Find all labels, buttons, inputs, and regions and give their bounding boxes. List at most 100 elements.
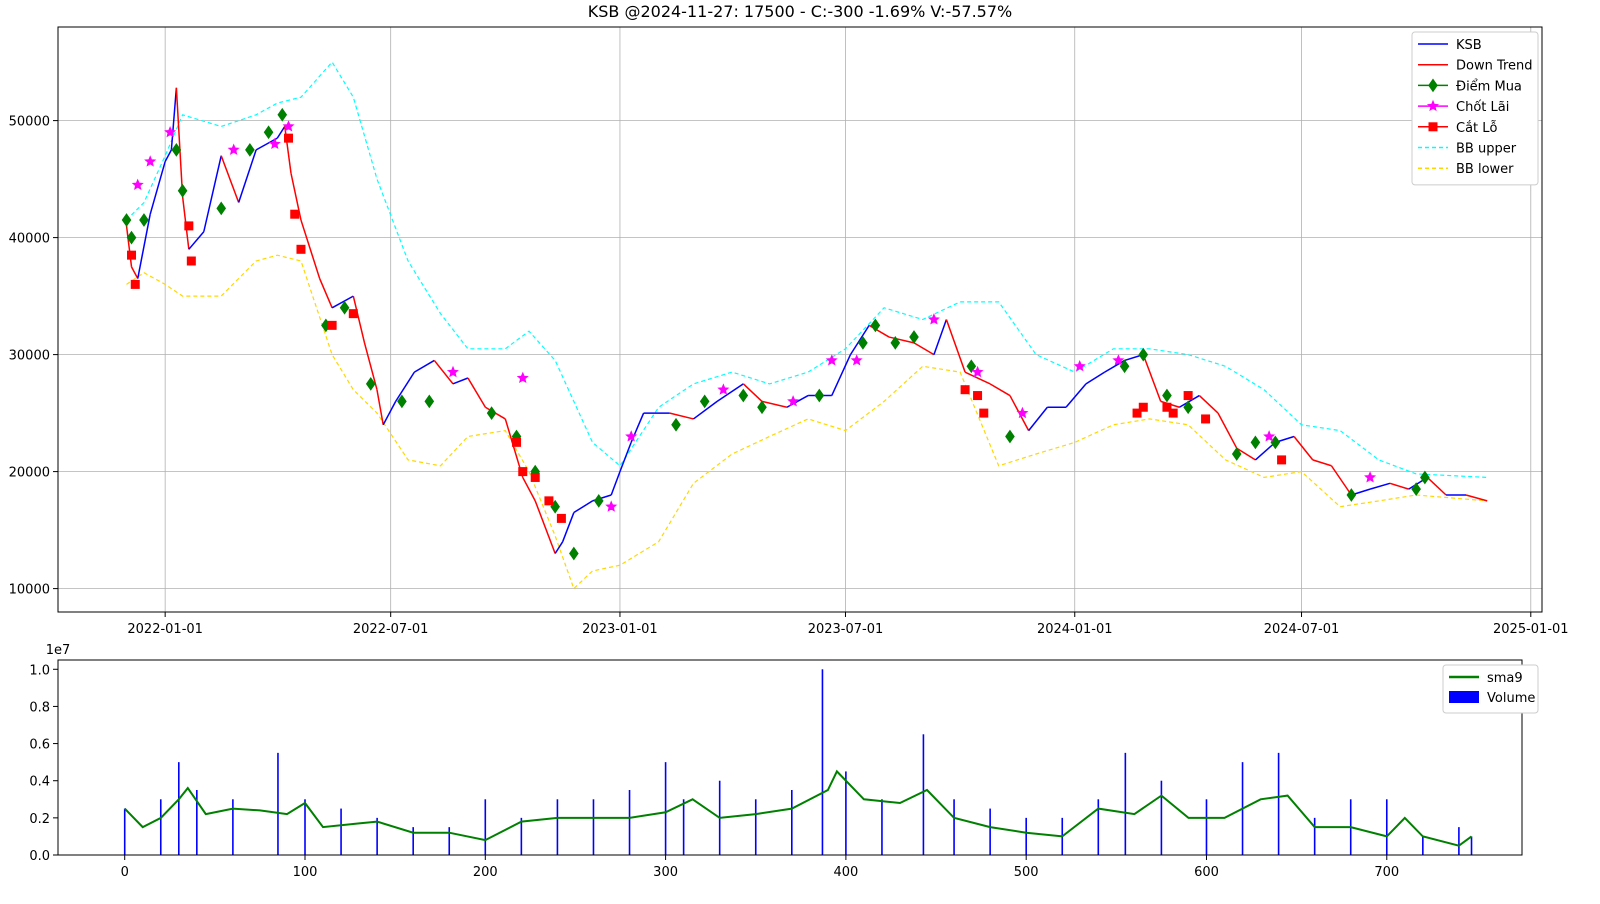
price-line-segment	[188, 231, 205, 250]
price-legend-buy-marker	[1428, 78, 1438, 93]
buy-marker	[1138, 347, 1149, 362]
down-trend-segment	[1217, 412, 1238, 449]
buy-marker	[171, 142, 182, 157]
volume-y-tick-label: 1.0	[29, 663, 50, 678]
buy-marker	[245, 142, 255, 157]
volume-y-tick-label: 0.8	[29, 700, 50, 715]
volume-y-offset-label: 1e7	[46, 643, 71, 658]
take-profit-marker	[625, 430, 638, 442]
price-y-tick-label: 10000	[9, 583, 50, 598]
volume-bar	[1025, 817, 1027, 855]
volume-bar	[1277, 752, 1280, 855]
price-y-tick-label: 50000	[9, 115, 50, 130]
price-line-segment	[716, 383, 744, 403]
take-profit-marker	[927, 313, 940, 325]
stop-loss-marker	[1132, 408, 1142, 418]
price-legend-label: Down Trend	[1456, 59, 1533, 74]
down-trend-segment	[352, 295, 366, 344]
volume-bar	[821, 669, 824, 855]
price-legend-label: Cắt Lỗ	[1456, 121, 1498, 136]
price-legend-label: Chốt Lãi	[1456, 100, 1509, 115]
stop-loss-marker	[327, 320, 337, 330]
volume-y-tick-label: 0.4	[29, 775, 50, 790]
stop-loss-marker	[1162, 402, 1172, 412]
down-trend-segment	[1198, 395, 1219, 414]
take-profit-marker	[282, 120, 295, 132]
buy-marker	[424, 394, 435, 409]
down-trend-segment	[363, 342, 378, 390]
volume-bar	[340, 808, 342, 855]
price-y-tick-label: 20000	[9, 466, 50, 481]
price-y-tick-label: 30000	[9, 349, 50, 364]
stop-loss-marker	[556, 513, 566, 523]
volume-bar	[159, 799, 162, 855]
down-trend-segment	[130, 266, 139, 279]
stop-loss-marker	[1277, 455, 1287, 465]
price-line-segment	[1028, 406, 1048, 432]
volume-x-tick-label: 400	[833, 865, 858, 880]
price-line-segment	[1065, 383, 1087, 408]
price-line-segment	[395, 371, 415, 402]
price-line-segment	[255, 137, 278, 151]
stop-loss-marker	[1183, 391, 1193, 401]
price-x-tick-label: 2022-01-01	[127, 622, 203, 637]
buy-marker	[890, 336, 901, 350]
buy-marker	[365, 376, 376, 391]
volume-y-tick-label: 0.6	[29, 738, 50, 753]
price-legend-label: KSB	[1456, 38, 1482, 53]
buy-marker	[593, 493, 604, 508]
stop-loss-marker	[290, 209, 300, 219]
down-trend-segment	[1465, 494, 1488, 502]
down-trend-segment	[964, 371, 991, 385]
buy-marker	[486, 406, 497, 420]
volume-bar	[448, 827, 451, 855]
take-profit-marker	[605, 500, 618, 512]
price-line-segment	[331, 295, 354, 309]
volume-bar	[196, 790, 198, 855]
price-line-segment	[203, 155, 222, 232]
price-line-segment	[1085, 371, 1106, 385]
price-line-segment	[276, 126, 286, 139]
volume-bar	[232, 799, 234, 855]
stop-loss-marker	[973, 391, 983, 401]
price-line-segment	[610, 471, 621, 496]
down-trend-segment	[989, 383, 1011, 397]
volume-bar	[1313, 817, 1316, 855]
take-profit-marker	[446, 365, 459, 378]
volume-y-tick-label: 0.0	[29, 849, 50, 864]
price-plot-area	[58, 27, 1542, 612]
down-trend-segment	[945, 319, 966, 373]
down-trend-segment	[1293, 436, 1314, 461]
down-trend-segment	[290, 173, 302, 221]
volume-bar	[664, 762, 667, 855]
volume-x-tick-label: 300	[653, 865, 678, 880]
buy-marker	[126, 230, 137, 245]
buy-marker	[1411, 482, 1421, 497]
volume-bar	[1205, 799, 1208, 855]
price-line-segment	[554, 541, 564, 554]
volume-bar	[277, 752, 279, 855]
price-line-segment	[1254, 441, 1276, 461]
down-trend-segment	[761, 400, 788, 408]
take-profit-marker	[131, 178, 144, 191]
down-trend-segment	[220, 155, 240, 203]
buy-marker	[858, 336, 868, 350]
stop-loss-marker	[348, 309, 358, 319]
volume-legend-label: Volume	[1487, 691, 1535, 706]
volume-bar	[845, 771, 847, 855]
buy-marker	[671, 417, 681, 432]
buy-marker	[966, 359, 977, 374]
volume-bar	[123, 808, 126, 855]
buy-marker	[909, 330, 919, 344]
price-x-tick-label: 2022-07-01	[353, 622, 429, 637]
volume-x-tick-label: 600	[1194, 865, 1219, 880]
take-profit-marker	[227, 143, 240, 155]
down-trend-segment	[888, 336, 915, 344]
price-legend-stop-loss-marker	[1428, 122, 1438, 132]
volume-plot-frame	[57, 659, 1523, 856]
volume-x-tick-label: 700	[1374, 865, 1399, 880]
stop-loss-marker	[979, 408, 989, 418]
volume-x-tick-label: 100	[293, 865, 318, 880]
price-line-segment	[561, 512, 575, 543]
